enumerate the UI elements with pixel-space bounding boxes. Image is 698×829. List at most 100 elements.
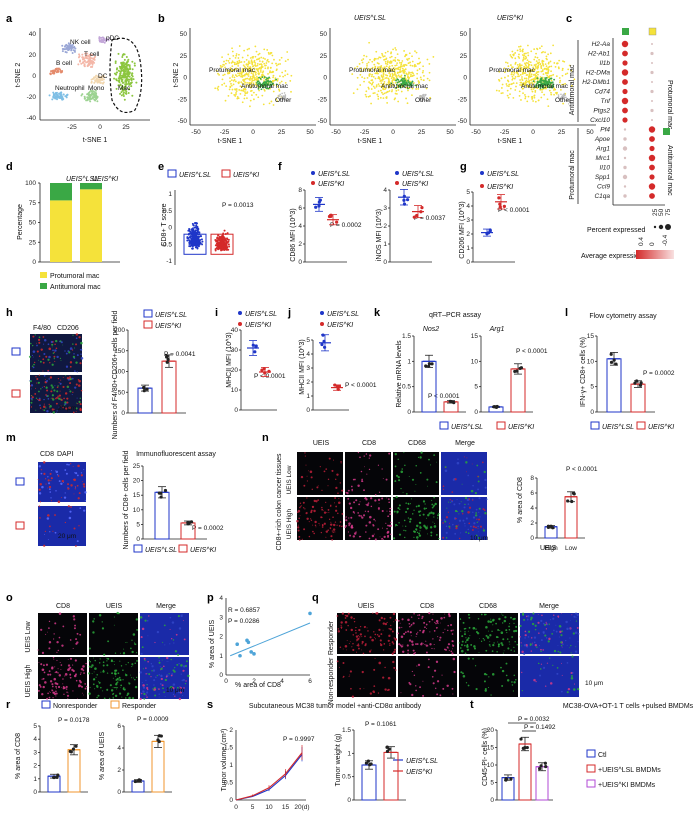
tsne-point [256, 51, 258, 53]
n-tile-speck [303, 528, 305, 530]
tsne-point [510, 88, 512, 90]
tsne-point [134, 62, 136, 64]
q-tile-speck [562, 675, 563, 676]
tsne-point [125, 92, 127, 94]
n-tile-speck [477, 488, 479, 490]
q-tile-speck [540, 649, 542, 651]
panel-l: Flow cytometry assay IFN-γ+ CD8+ cells (… [580, 313, 675, 431]
s-legend-label: UEIS^KI [406, 769, 432, 776]
tsne-point [564, 93, 566, 95]
o-tile-speck [121, 665, 122, 666]
o-tile-speck [111, 659, 113, 661]
tsne-point [558, 60, 560, 62]
q-tile-speck [407, 619, 410, 622]
o-tile-speck [165, 679, 167, 681]
tsne-point [119, 66, 121, 68]
b-xtick: 50 [446, 129, 454, 136]
q-tile-speck [345, 629, 347, 631]
n-tile-speck [482, 509, 483, 510]
tsne-point [531, 98, 533, 100]
q-tile-speck [569, 628, 571, 630]
n-tile-speck [479, 508, 481, 510]
h-tile-speck [65, 392, 67, 394]
q-tile-speck [502, 615, 503, 616]
tsne-point [255, 78, 257, 80]
q-tile-speck [571, 655, 573, 657]
tsne-point [382, 56, 384, 58]
n-tile-speck [370, 497, 372, 499]
h-tile-speck [70, 366, 72, 368]
c-gene-label: C1qa [594, 193, 610, 200]
q-tile-speck [489, 634, 491, 636]
q-tile-speck [502, 622, 503, 623]
m-tile-speck [67, 483, 69, 485]
tsne-point [275, 63, 277, 65]
f-inos-point [419, 210, 422, 213]
panel-a-tsne: 40 20 0 -20 -40 -25 0 25 t-SNE 1 t-SNE 2… [15, 28, 150, 144]
b-ytick: 50 [180, 31, 188, 38]
tsne-point [370, 79, 372, 81]
n-tile-speck [369, 469, 370, 470]
o-tile-speck [114, 670, 116, 672]
q-tile-speck [415, 685, 416, 686]
q-tile-speck [347, 640, 348, 641]
n-tile-speck [351, 526, 354, 529]
o-col: UEIS [106, 603, 123, 610]
tsne-point [262, 70, 264, 72]
a-cluster-label: T cell [84, 51, 100, 58]
tsne-point [551, 78, 553, 80]
tsne-point [227, 54, 229, 56]
tsne-point [399, 76, 401, 78]
b-xlabel: t-SNE 1 [358, 138, 383, 145]
q-tile-speck [381, 617, 383, 619]
tsne-point [514, 78, 516, 80]
h-tile-speck [35, 410, 36, 411]
n-tile-speck [467, 475, 469, 477]
n-tile-speck [425, 503, 426, 504]
q-tile-speck [573, 616, 575, 618]
n-tile-speck [364, 455, 365, 456]
o-tile-speck [72, 690, 73, 691]
tsne-point [229, 86, 231, 88]
n-tile-speck [307, 476, 308, 477]
q-tile-speck [578, 641, 579, 642]
q-tile-speck [353, 634, 354, 635]
o-tile-speck [133, 633, 136, 636]
m-scale: 20 μm [58, 533, 76, 540]
tsne-point [269, 80, 271, 82]
m-tile-speck [41, 469, 42, 470]
q-col: Merge [539, 603, 559, 610]
n-tile-speck [399, 509, 400, 510]
tsne-point [377, 62, 379, 64]
n-tile-speck [434, 503, 436, 505]
h-tile-speck [48, 356, 51, 359]
e-point [196, 242, 198, 244]
a-ytick: -20 [27, 94, 37, 101]
q-tile-speck [394, 637, 396, 639]
tsne-point [258, 80, 260, 82]
d-legend-label: Antitumoral mac [50, 284, 101, 291]
t-pvalue-2: P = 0.1492 [524, 724, 556, 731]
r-legend-label: Nonresponder [53, 703, 98, 710]
tsne-point [504, 77, 506, 79]
m-tile-speck [49, 486, 51, 488]
tsne-point [362, 62, 364, 64]
r-pvalue-1: P = 0.0178 [58, 717, 90, 724]
a-cluster-label: pDC [106, 35, 119, 42]
o-tile-speck [42, 668, 45, 671]
g-point [485, 232, 488, 235]
tsne-point [260, 78, 262, 80]
o-tile-speck [142, 646, 144, 648]
m-tile-speck [83, 483, 85, 485]
h-tile-speck [54, 349, 56, 351]
o-tile-speck [63, 687, 65, 689]
m-tile-speck [39, 483, 42, 486]
q-tile-speck [530, 617, 532, 619]
tsne-point [55, 92, 57, 94]
c-gene-label: Ccl9 [597, 184, 610, 191]
tsne-point [247, 78, 249, 80]
q-tile-speck [509, 629, 511, 631]
n-col: CD68 [408, 440, 426, 447]
tsne-point [414, 66, 416, 68]
q-tile-speck [487, 636, 490, 639]
